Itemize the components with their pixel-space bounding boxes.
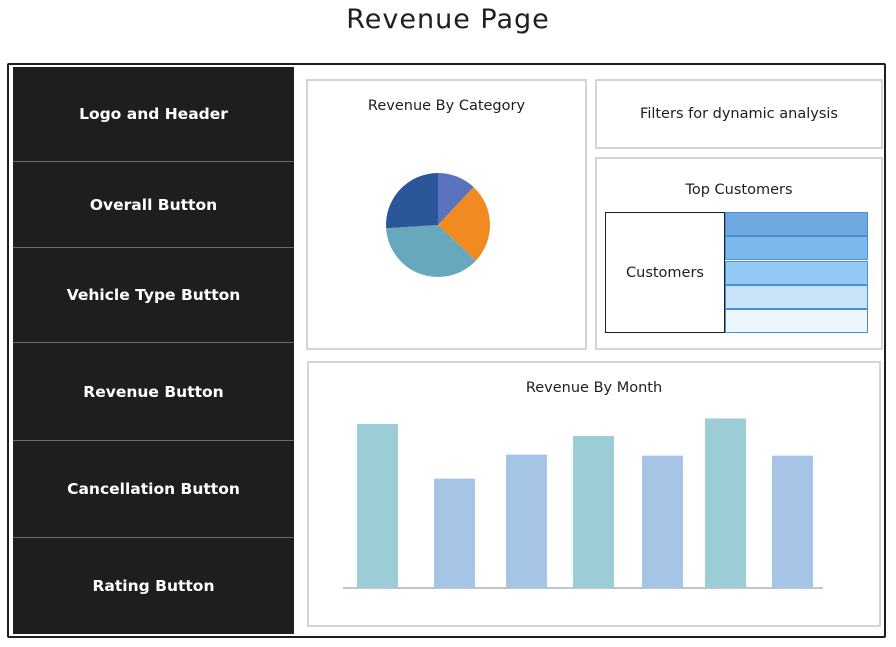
sidebar-item-label: Logo and Header xyxy=(79,105,228,123)
top-customers-title: Top Customers xyxy=(685,182,793,198)
month-bar xyxy=(573,435,614,588)
customer-bar xyxy=(725,309,868,333)
sidebar-item-label: Revenue Button xyxy=(83,382,224,401)
customers-column: Customers xyxy=(605,212,725,333)
month-bar xyxy=(434,478,475,588)
customers-column-label: Customers xyxy=(626,264,704,281)
sidebar-item-overall[interactable]: Overall Button xyxy=(13,162,294,248)
customer-bar xyxy=(725,285,868,309)
sidebar-item-label: Rating Button xyxy=(92,577,215,595)
pie-slice xyxy=(386,225,476,278)
sidebar-item-vehicle-type[interactable]: Vehicle Type Button xyxy=(13,248,294,343)
month-bar xyxy=(506,454,547,588)
filters-panel[interactable]: Filters for dynamic analysis xyxy=(595,79,883,149)
pie-slice xyxy=(438,173,474,225)
sidebar-item-logo-header[interactable]: Logo and Header xyxy=(13,67,294,162)
revenue-by-category-title: Revenue By Category xyxy=(367,98,526,114)
page-title: Revenue Page xyxy=(346,4,550,35)
pie-slice xyxy=(385,173,438,229)
month-bar xyxy=(357,423,398,588)
sidebar-item-revenue[interactable]: Revenue Button xyxy=(13,343,294,441)
sidebar-item-label: Cancellation Button xyxy=(67,480,240,498)
month-bar xyxy=(705,418,746,588)
pie-slice xyxy=(438,187,491,261)
month-bar xyxy=(642,455,683,588)
wireframe-border xyxy=(7,63,886,638)
customer-bar xyxy=(725,212,868,236)
revenue-by-month-title: Revenue By Month xyxy=(525,380,663,396)
customer-bar xyxy=(725,261,868,285)
sidebar-item-rating[interactable]: Rating Button xyxy=(13,538,294,634)
sidebar-item-label: Overall Button xyxy=(89,195,218,214)
customer-bar xyxy=(725,236,868,260)
sidebar: Logo and Header Overall Button Vehicle T… xyxy=(13,67,294,634)
month-bar xyxy=(772,455,813,588)
filters-label: Filters for dynamic analysis xyxy=(640,106,838,122)
sidebar-item-cancellation[interactable]: Cancellation Button xyxy=(13,441,294,538)
sidebar-item-label: Vehicle Type Button xyxy=(66,286,241,304)
